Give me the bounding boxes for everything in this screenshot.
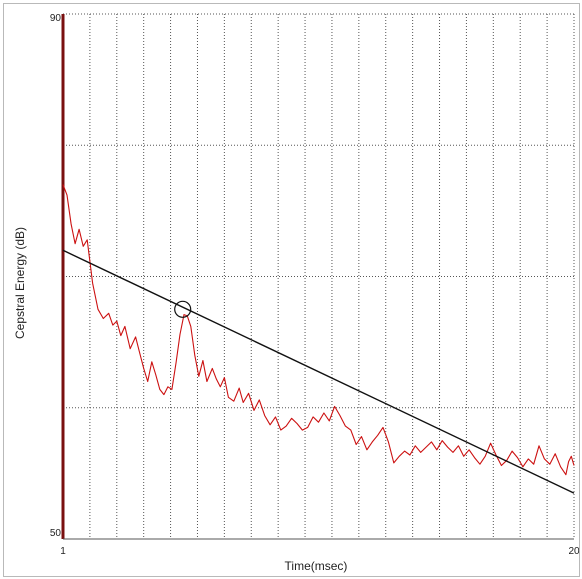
- chart-frame: 90 50 1 20 Time(msec) Cepstral Energy (d…: [3, 3, 580, 577]
- y-tick-label-max: 90: [50, 13, 62, 24]
- y-axis-title: Cepstral Energy (dB): [13, 227, 27, 339]
- peak-marker: [174, 300, 192, 318]
- x-axis-title: Time(msec): [285, 559, 348, 573]
- regression-line: [62, 249, 575, 494]
- cepstral-energy-line: [62, 184, 575, 476]
- y-tick-label-min: 50: [50, 528, 62, 539]
- series-layer: [62, 184, 575, 494]
- cepstral-chart: 90 50 1 20 Time(msec) Cepstral Energy (d…: [13, 13, 579, 573]
- x-tick-label-max: 20: [568, 546, 579, 557]
- x-tick-label-min: 1: [60, 546, 66, 557]
- gridlines: [63, 13, 575, 539]
